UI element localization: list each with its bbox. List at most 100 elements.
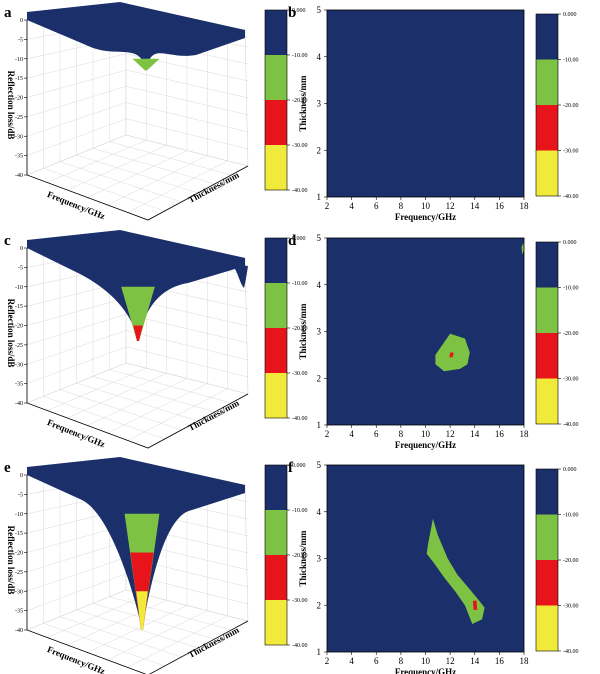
x-tick-label: 14 [470, 656, 480, 666]
x-tick-label: 6 [374, 656, 379, 666]
colorbar-tick-label: 0.000 [563, 240, 577, 246]
x-tick-label: 14 [470, 429, 480, 439]
colorbar-swatch [265, 600, 287, 645]
colorbar-f: 0.000 -10.00 -20.00 -30.00 -40.00 [535, 467, 579, 655]
floor-gridline [109, 596, 232, 631]
z-tick-label: 0 [20, 246, 23, 252]
y-tick-label: 1 [317, 420, 322, 430]
contour-panel-b: b2 4 6 8 10 12 14 16 1812345Frequency/GHzThickne… [288, 5, 529, 222]
y-tick-label: 3 [317, 327, 322, 337]
y-tick-label: 4 [317, 52, 322, 62]
z-tick-label: -25 [15, 115, 23, 121]
surface-level-band [136, 591, 148, 630]
z-tick-label: -10 [15, 285, 23, 291]
colorbar-c: 0.000 -10.00 -20.00 -30.00 -40.00 [264, 236, 308, 422]
surface-notch [232, 264, 248, 288]
x-tick-label: 2 [325, 429, 330, 439]
colorbar-tick-label: -10.00 [292, 53, 308, 59]
z-tick-label: -35 [15, 382, 23, 388]
y-tick-label: 1 [317, 647, 322, 657]
colorbar-swatch [536, 514, 558, 560]
z-tick-label: 0 [20, 473, 23, 479]
z-tick-label: -30 [15, 134, 23, 140]
colorbar-swatch [265, 145, 287, 190]
colorbar-swatch [536, 605, 558, 651]
colorbar-tick-label: -40.00 [292, 416, 308, 422]
y-tick-label: 3 [317, 99, 322, 109]
y-tick-label: 5 [317, 5, 322, 15]
contour-panel-d: d2 4 6 8 10 12 14 16 1812345Frequency/GHzThickne… [288, 233, 529, 450]
y-axis-title: Thickness/mm [298, 530, 308, 587]
z-axis-title: Reflection loss/dB [6, 299, 16, 368]
z-tick-label: -5 [18, 492, 23, 498]
z-tick-label: -20 [15, 96, 23, 102]
colorbar-tick-label: -30.00 [563, 377, 579, 383]
x-tick-label: 4 [349, 201, 354, 211]
colorbar-tick-label: -20.00 [292, 326, 308, 332]
colorbar-tick-label: -30.00 [292, 371, 308, 377]
colorbar-swatch [536, 14, 558, 60]
colorbar-tick-label: -10.00 [292, 508, 308, 514]
z-tick-label: -35 [15, 154, 23, 160]
colorbar-tick-label: -20.00 [292, 553, 308, 559]
y-tick-label: 2 [317, 600, 322, 610]
colorbar-swatch [265, 328, 287, 373]
x-tick-label: 6 [374, 429, 379, 439]
x-tick-label: 6 [374, 201, 379, 211]
surface-level-band [132, 58, 160, 71]
panel-label: d [288, 233, 297, 249]
x-tick-label: 16 [495, 429, 505, 439]
colorbar-swatch [265, 10, 287, 55]
surface-level-band [121, 286, 155, 341]
colorbar-tick-label: -10.00 [563, 58, 579, 64]
colorbar-swatch [536, 333, 558, 379]
colorbar-d: 0.000 -10.00 -20.00 -30.00 -40.00 [535, 240, 579, 428]
x-tick-label: 8 [399, 201, 404, 211]
x-tick-label: 18 [520, 201, 530, 211]
colorbar-tick-label: -20.00 [563, 331, 579, 337]
panel-label: f [288, 460, 294, 476]
colorbar-swatch [265, 465, 287, 510]
colorbar-tick-label: -10.00 [292, 281, 308, 287]
x-tick-label: 8 [399, 429, 404, 439]
surface-panel-e: e 0 -5 -10 -15 -20 -25 -30 -35 -40 Reflection loss… [4, 457, 249, 674]
y-tick-label: 1 [317, 192, 322, 202]
z-tick-label: -15 [15, 76, 23, 82]
contour-region [472, 600, 478, 610]
contour-background [327, 465, 524, 652]
colorbar-swatch [536, 150, 558, 196]
colorbar-tick-label: 0.000 [563, 12, 577, 18]
z-tick-label: -40 [15, 628, 23, 634]
floor-gridline [109, 369, 232, 404]
z-axis-title: Reflection loss/dB [6, 71, 16, 140]
y-tick-label: 2 [317, 373, 322, 383]
x-tick-label: 4 [349, 429, 354, 439]
contour-region [449, 352, 454, 358]
surface-panel-c: c 0 -5 -10 -15 -20 -25 -30 -35 -40 Reflection loss… [4, 230, 249, 449]
x-tick-label: 18 [520, 656, 530, 666]
colorbar-b: 0.000 -10.00 -20.00 -30.00 -40.00 [535, 12, 579, 200]
y-tick-label: 5 [317, 460, 322, 470]
panel-label: b [288, 5, 296, 21]
colorbar-swatch [536, 287, 558, 333]
z-tick-label: -10 [15, 57, 23, 63]
colorbar-swatch [265, 100, 287, 145]
colorbar-swatch [265, 238, 287, 283]
colorbar-swatch [536, 242, 558, 288]
colorbar-tick-label: -40.00 [563, 194, 579, 200]
panel-label: a [4, 5, 12, 21]
y-tick-label: 3 [317, 554, 322, 564]
surface-panel-a: a 0 -5 -10 -15 -20 -25 -30 -35 -40 Reflection loss… [4, 2, 249, 221]
colorbar-tick-label: -20.00 [292, 98, 308, 104]
y-tick-label: 4 [317, 280, 322, 290]
x-tick-label: 10 [421, 429, 431, 439]
contour-background [327, 10, 524, 197]
x-tick-label: 12 [446, 656, 455, 666]
y-tick-label: 2 [317, 145, 322, 155]
z-tick-label: -20 [15, 324, 23, 330]
colorbar-swatch [536, 59, 558, 105]
colorbar-e: 0.000 -10.00 -20.00 -30.00 -40.00 [264, 463, 308, 649]
y-axis-title: Thickness/mm [298, 303, 308, 360]
y-tick-label: 5 [317, 233, 322, 243]
z-tick-label: -40 [15, 173, 23, 179]
